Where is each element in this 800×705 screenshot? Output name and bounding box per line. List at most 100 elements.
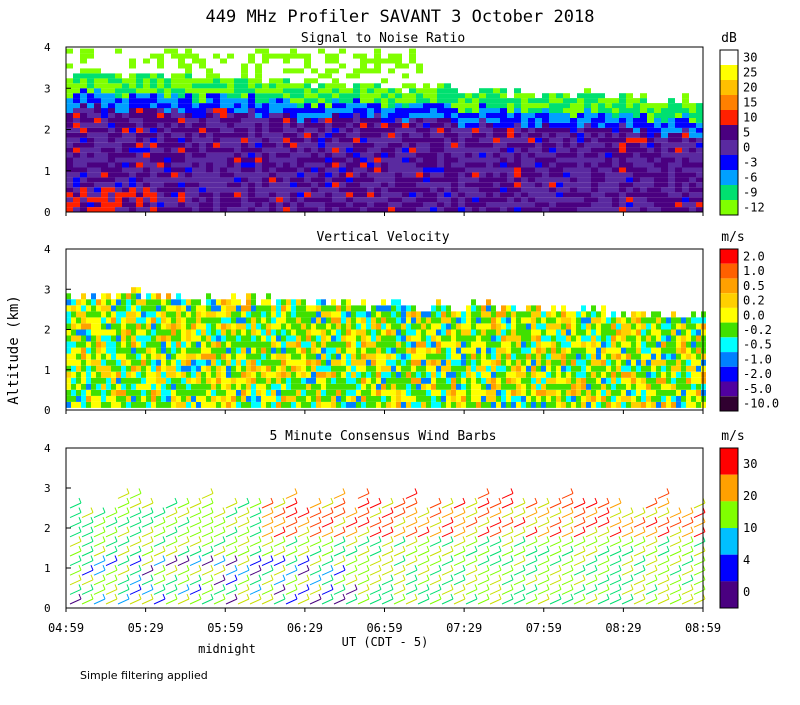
velocity-cell xyxy=(651,330,656,336)
velocity-cell xyxy=(571,360,576,366)
velocity-cell xyxy=(591,384,596,390)
velocity-cell xyxy=(356,378,361,384)
snr-cell xyxy=(542,118,549,123)
velocity-cell xyxy=(481,378,486,384)
velocity-cell xyxy=(236,336,241,342)
snr-cell xyxy=(598,197,605,202)
velocity-cell xyxy=(71,330,76,336)
snr-cell xyxy=(143,187,150,192)
wind-barb xyxy=(130,503,141,508)
snr-cell xyxy=(682,108,689,113)
velocity-cell xyxy=(216,372,221,378)
velocity-cell xyxy=(466,360,471,366)
snr-cell xyxy=(437,138,444,143)
velocity-cell xyxy=(161,402,166,408)
velocity-cell xyxy=(551,324,556,330)
velocity-cell xyxy=(411,396,416,402)
velocity-cell xyxy=(136,348,141,354)
wind-barb-flag xyxy=(175,498,177,503)
velocity-cell xyxy=(296,305,301,311)
velocity-cell xyxy=(86,330,91,336)
snr-cell xyxy=(675,182,682,187)
snr-cell xyxy=(493,93,500,98)
velocity-cell xyxy=(616,317,621,323)
velocity-cell xyxy=(106,396,111,402)
snr-cell xyxy=(283,202,290,207)
velocity-cell xyxy=(121,330,126,336)
velocity-cell xyxy=(236,311,241,317)
velocity-cell xyxy=(511,390,516,396)
snr-cell xyxy=(640,197,647,202)
wind-barb xyxy=(118,580,129,585)
snr-cell xyxy=(332,163,339,168)
snr-cell xyxy=(437,108,444,113)
velocity-cell xyxy=(91,293,96,299)
velocity-cell xyxy=(641,342,646,348)
velocity-cell xyxy=(411,330,416,336)
velocity-cell xyxy=(291,336,296,342)
velocity-cell xyxy=(516,360,521,366)
snr-cell xyxy=(535,163,542,168)
snr-cell xyxy=(612,103,619,108)
snr-cell xyxy=(108,93,115,98)
velocity-cell xyxy=(76,305,81,311)
velocity-cell xyxy=(256,311,261,317)
y-tick-label: 1 xyxy=(44,165,51,178)
snr-cell xyxy=(157,177,164,182)
snr-cell xyxy=(591,108,598,113)
snr-cell xyxy=(689,202,696,207)
velocity-cell xyxy=(381,336,386,342)
velocity-cell xyxy=(591,372,596,378)
velocity-cell xyxy=(441,305,446,311)
snr-cell xyxy=(570,187,577,192)
velocity-cell xyxy=(306,402,311,408)
velocity-cell xyxy=(326,324,331,330)
snr-cell xyxy=(500,192,507,197)
velocity-cell xyxy=(101,336,106,342)
snr-cell xyxy=(591,133,598,138)
snr-cell xyxy=(290,103,297,108)
snr-cell xyxy=(122,182,129,187)
velocity-cell xyxy=(676,402,681,408)
velocity-cell xyxy=(406,402,411,408)
velocity-cell xyxy=(206,384,211,390)
velocity-cell xyxy=(71,317,76,323)
velocity-cell xyxy=(466,384,471,390)
snr-cell xyxy=(73,108,80,113)
wind-barb xyxy=(178,503,189,508)
snr-cell xyxy=(325,158,332,163)
velocity-cell xyxy=(211,384,216,390)
velocity-cell xyxy=(451,366,456,372)
velocity-cell xyxy=(161,348,166,354)
snr-cell xyxy=(556,182,563,187)
snr-cell xyxy=(178,143,185,148)
snr-cell xyxy=(388,158,395,163)
wind-barb xyxy=(106,599,117,604)
snr-cell xyxy=(192,153,199,158)
snr-cell xyxy=(241,68,248,73)
velocity-cell xyxy=(591,354,596,360)
velocity-cell xyxy=(121,342,126,348)
velocity-cell xyxy=(406,311,411,317)
velocity-cell xyxy=(206,390,211,396)
snr-cell xyxy=(360,192,367,197)
snr-cell xyxy=(423,172,430,177)
velocity-cell xyxy=(621,372,626,378)
snr-cell xyxy=(626,172,633,177)
snr-cell xyxy=(689,172,696,177)
snr-cell xyxy=(584,123,591,128)
velocity-cell xyxy=(631,384,636,390)
snr-cell xyxy=(360,207,367,212)
velocity-cell xyxy=(536,330,541,336)
snr-cell xyxy=(318,108,325,113)
snr-cell xyxy=(409,143,416,148)
velocity-cell xyxy=(541,311,546,317)
velocity-cell xyxy=(81,299,86,305)
snr-cell xyxy=(409,59,416,64)
velocity-cell xyxy=(261,336,266,342)
velocity-cell xyxy=(456,342,461,348)
snr-cell xyxy=(66,49,73,54)
snr-cell xyxy=(542,93,549,98)
snr-cell xyxy=(150,163,157,168)
